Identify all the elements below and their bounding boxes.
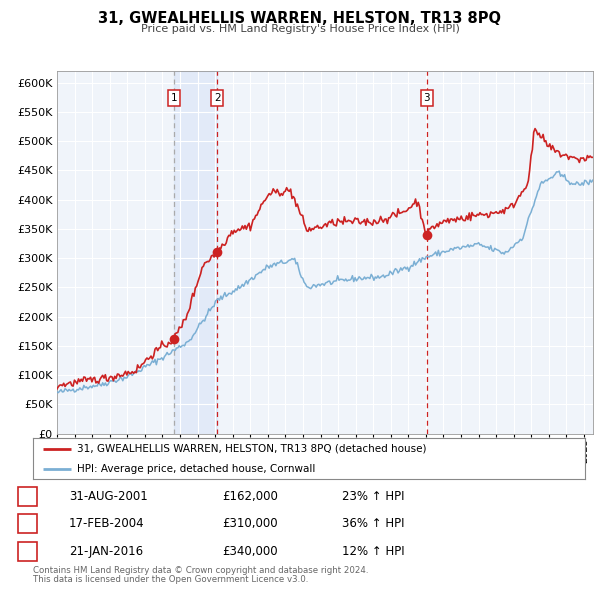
- Text: 1: 1: [171, 93, 178, 103]
- Text: £340,000: £340,000: [222, 545, 278, 558]
- Text: 31, GWEALHELLIS WARREN, HELSTON, TR13 8PQ: 31, GWEALHELLIS WARREN, HELSTON, TR13 8P…: [98, 11, 502, 25]
- Text: 3: 3: [24, 546, 31, 556]
- Text: Price paid vs. HM Land Registry's House Price Index (HPI): Price paid vs. HM Land Registry's House …: [140, 24, 460, 34]
- Text: 2: 2: [24, 519, 31, 529]
- Bar: [174, 71, 217, 434]
- Text: 31-AUG-2001: 31-AUG-2001: [69, 490, 148, 503]
- Text: 1: 1: [24, 492, 31, 502]
- Text: 23% ↑ HPI: 23% ↑ HPI: [342, 490, 404, 503]
- Text: 3: 3: [424, 93, 430, 103]
- Text: 36% ↑ HPI: 36% ↑ HPI: [342, 517, 404, 530]
- Text: 12% ↑ HPI: 12% ↑ HPI: [342, 545, 404, 558]
- Text: 2: 2: [214, 93, 221, 103]
- Text: £162,000: £162,000: [222, 490, 278, 503]
- Text: Contains HM Land Registry data © Crown copyright and database right 2024.: Contains HM Land Registry data © Crown c…: [33, 566, 368, 575]
- Text: HPI: Average price, detached house, Cornwall: HPI: Average price, detached house, Corn…: [77, 464, 316, 474]
- Text: This data is licensed under the Open Government Licence v3.0.: This data is licensed under the Open Gov…: [33, 575, 308, 584]
- Text: 17-FEB-2004: 17-FEB-2004: [69, 517, 145, 530]
- Text: £310,000: £310,000: [222, 517, 278, 530]
- Text: 21-JAN-2016: 21-JAN-2016: [69, 545, 143, 558]
- Text: 31, GWEALHELLIS WARREN, HELSTON, TR13 8PQ (detached house): 31, GWEALHELLIS WARREN, HELSTON, TR13 8P…: [77, 444, 427, 454]
